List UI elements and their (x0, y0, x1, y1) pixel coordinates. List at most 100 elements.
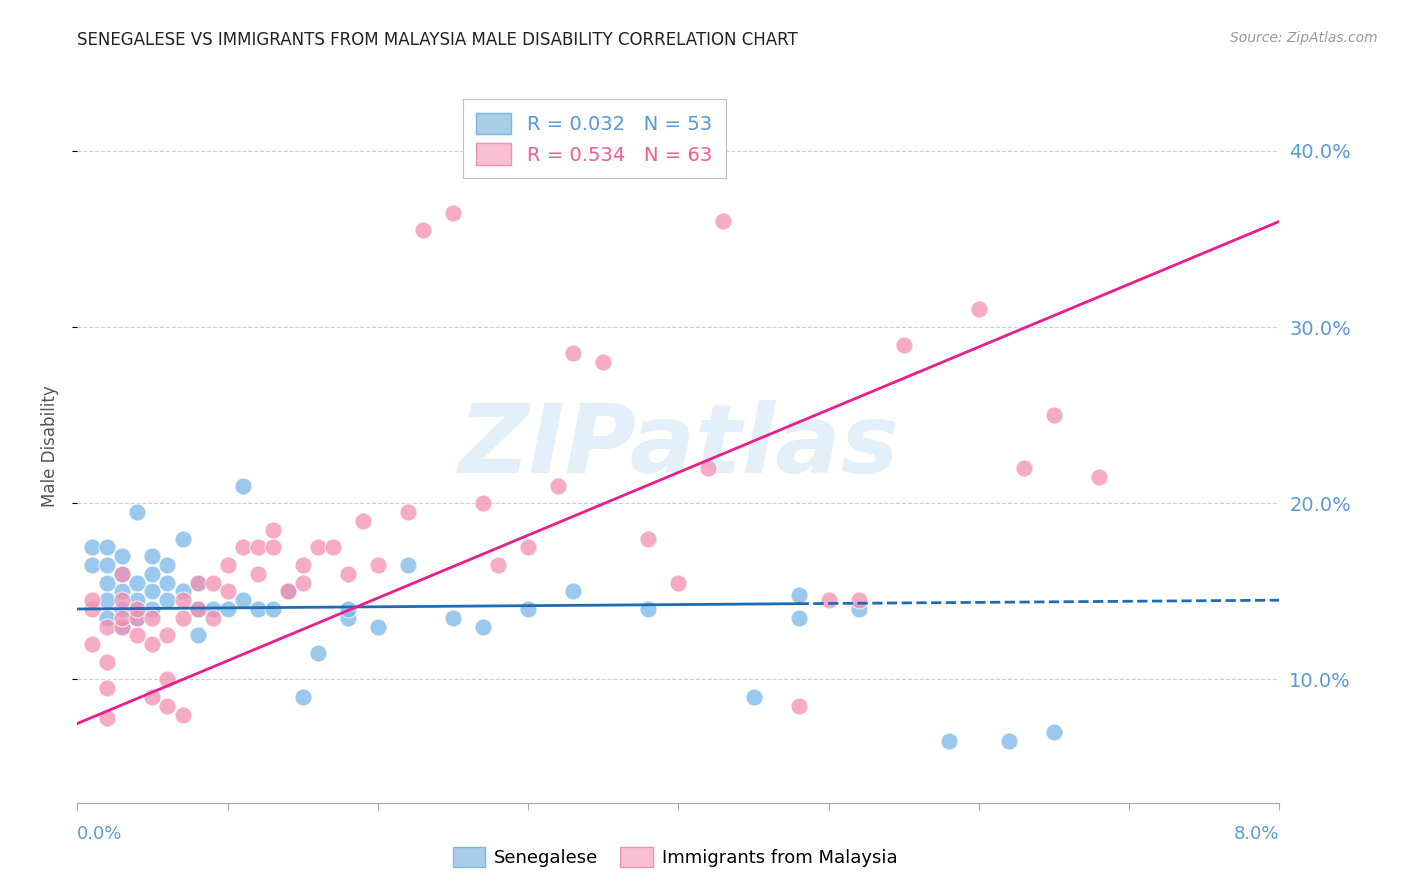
Point (217, 584, 239, 599)
Point (352, 514, 374, 528)
Point (307, 646, 329, 660)
Point (336, 566, 359, 581)
Point (172, 532, 194, 546)
Point (262, 523, 284, 537)
Point (787, 588, 810, 602)
Point (141, 584, 163, 599)
Text: Source: ZipAtlas.com: Source: ZipAtlas.com (1230, 31, 1378, 45)
Point (817, 593, 839, 607)
Text: ZIPatlas: ZIPatlas (458, 400, 898, 492)
Point (322, 541, 344, 555)
Point (141, 602, 163, 616)
Point (291, 575, 314, 590)
Point (307, 541, 329, 555)
Point (232, 593, 254, 607)
Point (111, 611, 134, 625)
Point (472, 619, 495, 633)
Legend: Senegalese, Immigrants from Malaysia: Senegalese, Immigrants from Malaysia (446, 839, 904, 874)
Point (141, 690, 163, 704)
Point (592, 355, 614, 369)
Point (742, 690, 765, 704)
Point (848, 593, 870, 607)
Point (127, 628, 149, 642)
Point (156, 628, 179, 642)
Point (967, 302, 990, 317)
Point (232, 541, 254, 555)
Point (486, 558, 509, 572)
Point (1043, 408, 1066, 422)
Point (127, 611, 149, 625)
Point (562, 346, 585, 360)
Point (201, 602, 224, 616)
Point (441, 611, 464, 625)
Point (96, 681, 118, 696)
Point (96, 711, 118, 725)
Point (637, 532, 659, 546)
Text: SENEGALESE VS IMMIGRANTS FROM MALAYSIA MALE DISABILITY CORRELATION CHART: SENEGALESE VS IMMIGRANTS FROM MALAYSIA M… (77, 31, 799, 49)
Point (246, 566, 269, 581)
Point (96, 593, 118, 607)
Point (217, 558, 239, 572)
Point (547, 478, 569, 492)
Point (96, 575, 118, 590)
Text: 0.0%: 0.0% (77, 825, 122, 843)
Point (787, 611, 810, 625)
Point (277, 584, 299, 599)
Point (396, 558, 419, 572)
Point (412, 223, 434, 237)
Point (893, 337, 915, 351)
Point (187, 602, 209, 616)
Point (172, 707, 194, 722)
Point (82, 602, 104, 616)
Point (111, 619, 134, 633)
Point (246, 541, 269, 555)
Point (187, 602, 209, 616)
Point (217, 602, 239, 616)
Point (141, 549, 163, 563)
Point (277, 584, 299, 599)
Point (262, 602, 284, 616)
Point (111, 593, 134, 607)
Point (156, 593, 179, 607)
Point (562, 584, 585, 599)
Point (156, 575, 179, 590)
Point (187, 575, 209, 590)
Point (291, 558, 314, 572)
Point (96, 541, 118, 555)
Point (82, 558, 104, 572)
Point (262, 541, 284, 555)
Y-axis label: Male Disability: Male Disability (41, 385, 59, 507)
Point (111, 566, 134, 581)
Point (82, 593, 104, 607)
Point (127, 505, 149, 519)
Point (82, 637, 104, 651)
Point (246, 602, 269, 616)
Point (697, 461, 720, 475)
Point (472, 496, 495, 510)
Point (187, 575, 209, 590)
Text: 8.0%: 8.0% (1234, 825, 1279, 843)
Point (141, 611, 163, 625)
Point (517, 541, 540, 555)
Point (713, 214, 735, 228)
Point (938, 734, 960, 748)
Point (96, 558, 118, 572)
Point (127, 602, 149, 616)
Point (111, 566, 134, 581)
Point (187, 628, 209, 642)
Point (82, 541, 104, 555)
Point (172, 584, 194, 599)
Legend: R = 0.032   N = 53, R = 0.534   N = 63: R = 0.032 N = 53, R = 0.534 N = 63 (463, 99, 725, 178)
Point (201, 611, 224, 625)
Point (998, 734, 1021, 748)
Point (367, 619, 389, 633)
Point (172, 611, 194, 625)
Point (336, 611, 359, 625)
Point (156, 673, 179, 687)
Point (517, 602, 540, 616)
Point (201, 575, 224, 590)
Point (156, 558, 179, 572)
Point (396, 505, 419, 519)
Point (111, 549, 134, 563)
Point (637, 602, 659, 616)
